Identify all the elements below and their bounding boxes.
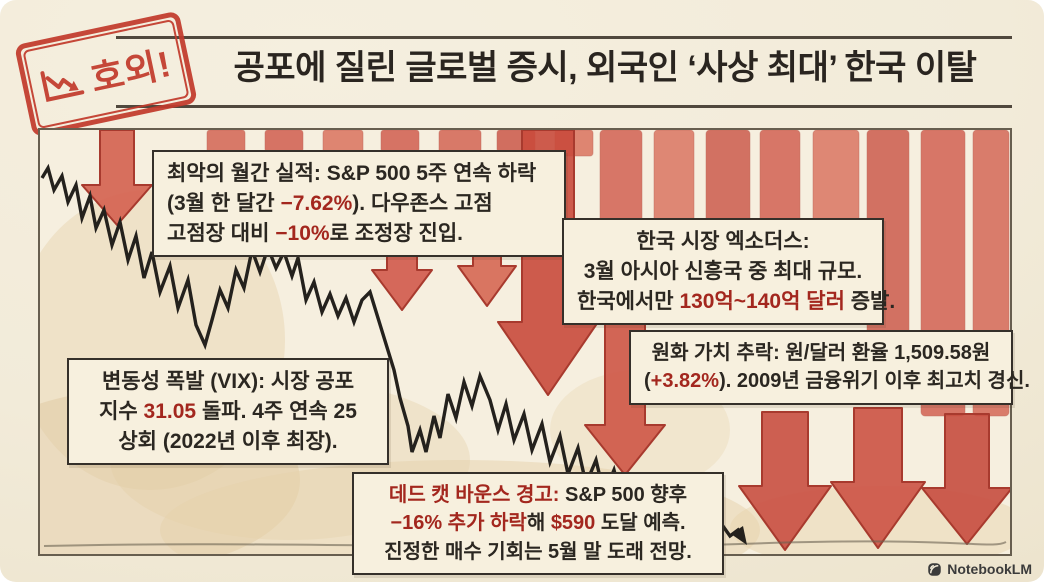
text-segment: S&P 500 향후 — [559, 484, 688, 506]
text-segment: 한국에서만 — [577, 289, 680, 313]
down-arrow-bottom-3 — [921, 413, 1010, 545]
highlight-value: $590 — [550, 512, 596, 535]
callout-korea-exodus: 한국 시장 엑소더스: 3월 아시아 신흥국 중 최대 규모. 한국에서만 13… — [562, 218, 895, 326]
declining-chart-icon — [40, 71, 85, 102]
down-arrow-bottom-1 — [738, 411, 832, 551]
text-segment: ). 2009년 금융위기 이후 최고치 경신. — [719, 370, 1030, 393]
callout-line: 원화 가치 추락: 원/달러 환율 1,509.58원 — [644, 339, 998, 367]
text-segment: 상회 (2022년 이후 최장). — [118, 429, 338, 453]
text-segment: (3월 한 달간 — [167, 191, 281, 215]
text-segment: 최악의 월간 실적: S&P 500 5주 연속 하락 — [167, 162, 537, 185]
callout-line: 최악의 월간 실적: S&P 500 5주 연속 하락 — [167, 159, 551, 189]
illustration-panel: 최악의 월간 실적: S&P 500 5주 연속 하락 (3월 한 달간 −7.… — [38, 128, 1030, 576]
callout-line: 한국 시장 엑소더스: — [577, 227, 869, 257]
header-rule-bottom — [116, 105, 1012, 108]
text-segment: 도달 예측. — [595, 512, 686, 535]
callout-line: 변동성 폭발 (VIX): 시장 공포 — [82, 367, 374, 397]
extra-news-stamp: 호외! — [14, 10, 198, 138]
highlight-value: 31.05 — [143, 399, 197, 423]
text-segment: 원화 가치 추락: 원/달러 환율 1,509.58원 — [651, 342, 991, 364]
text-segment: 로 조정장 진입. — [329, 221, 464, 245]
callout-worst-month: 최악의 월간 실적: S&P 500 5주 연속 하락 (3월 한 달간 −7.… — [152, 150, 566, 258]
header-rule-top — [116, 36, 1012, 39]
page-title: 공포에 질린 글로벌 증시, 외국인 ‘사상 최대’ 한국 이탈 — [233, 49, 977, 87]
text-segment: ( — [644, 370, 651, 393]
highlight-value: 130억~140억 달러 — [679, 289, 845, 313]
brand-label: NotebookLM — [947, 561, 1032, 577]
callout-line: 상회 (2022년 이후 최장). — [82, 427, 374, 457]
stamp-label: 호외! — [86, 42, 175, 100]
down-arrow-top-left — [81, 130, 153, 226]
text-segment: ). 다우존스 고점 — [352, 191, 493, 215]
callout-vix: 변동성 폭발 (VIX): 시장 공포 지수 31.05 돌파. 4주 연속 2… — [67, 358, 389, 466]
brand-footer: NotebookLM — [927, 561, 1032, 577]
highlight-value: 데드 캣 바운스 경고: — [388, 484, 560, 506]
callout-line: 3월 아시아 신흥국 중 최대 규모. — [577, 257, 869, 287]
price-line-arrowhead — [731, 526, 747, 545]
text-segment: 해 — [526, 512, 551, 535]
callout-line: (+3.82%). 2009년 금융위기 이후 최고치 경신. — [644, 367, 1030, 395]
text-segment: 지수 — [99, 399, 144, 423]
highlight-value: −16% 추가 하락 — [390, 512, 527, 535]
callout-line: (3월 한 달간 −7.62%). 다우존스 고점 — [167, 189, 551, 219]
text-segment: 한국 시장 엑소더스: — [636, 230, 810, 253]
text-segment: 증발. — [844, 289, 896, 313]
callout-line: 한국에서만 130억~140억 달러 증발. — [577, 287, 895, 317]
callout-line: −16% 추가 하락해 $590 도달 예측. — [367, 509, 709, 537]
callout-line: 데드 캣 바운스 경고: S&P 500 향후 — [367, 481, 709, 509]
callout-dead-cat-bounce: 데드 캣 바운스 경고: S&P 500 향후 −16% 추가 하락해 $590… — [352, 472, 724, 576]
callout-line: 지수 31.05 돌파. 4주 연속 25 — [82, 397, 374, 427]
notebooklm-icon — [928, 562, 941, 576]
text-segment: 진정한 매수 기회는 5월 말 도래 전망. — [384, 540, 692, 563]
highlight-value: +3.82% — [650, 370, 720, 393]
text-segment: 고점장 대비 — [167, 221, 276, 245]
text-segment: 3월 아시아 신흥국 중 최대 규모. — [583, 259, 863, 283]
text-segment: 변동성 폭발 (VIX): 시장 공포 — [101, 370, 355, 393]
down-arrow-bottom-2 — [830, 407, 926, 549]
callout-line: 진정한 매수 기회는 5월 말 도래 전망. — [367, 538, 709, 566]
text-segment: 돌파. 4주 연속 25 — [196, 399, 357, 423]
callout-line: 고점장 대비 −10%로 조정장 진입. — [167, 219, 551, 249]
callout-won-crash: 원화 가치 추락: 원/달러 환율 1,509.58원 (+3.82%). 20… — [629, 330, 1030, 405]
highlight-value: −10% — [275, 221, 330, 245]
highlight-value: −7.62% — [280, 191, 353, 215]
